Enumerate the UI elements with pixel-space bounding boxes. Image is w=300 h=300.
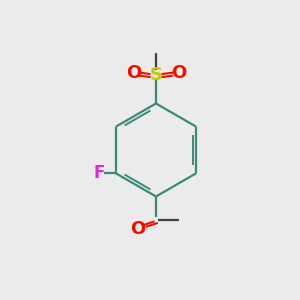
Text: O: O <box>171 64 186 82</box>
Text: O: O <box>126 64 141 82</box>
Text: F: F <box>94 164 105 182</box>
Text: O: O <box>130 220 145 238</box>
Text: S: S <box>149 66 163 84</box>
